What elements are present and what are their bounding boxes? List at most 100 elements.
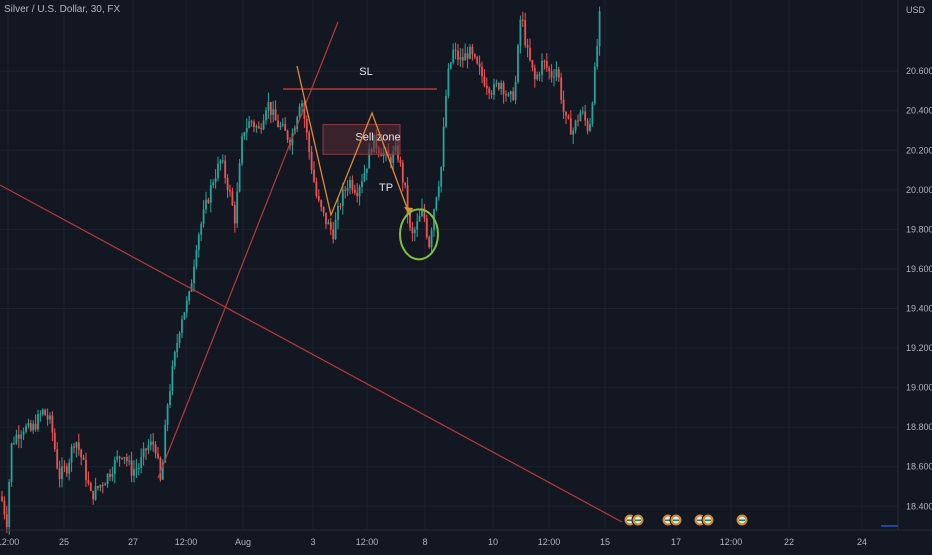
stop-loss-label: SL	[359, 66, 372, 78]
candle-body	[217, 163, 219, 179]
candle-body	[353, 189, 356, 193]
candle-body	[25, 426, 27, 432]
candle-body	[5, 514, 8, 528]
candle-body	[581, 111, 584, 113]
candle-body	[476, 57, 479, 64]
candle-body	[445, 95, 447, 127]
candle-body	[231, 191, 234, 206]
candle-body	[109, 473, 111, 477]
candle-body	[241, 136, 243, 164]
candle-body	[327, 222, 330, 225]
candle-body	[260, 128, 263, 130]
candle-body	[406, 185, 409, 214]
candle-body	[56, 449, 59, 469]
candle-body	[401, 162, 404, 183]
candle-body	[567, 115, 570, 119]
candle-body	[416, 221, 419, 230]
candle-body	[349, 179, 351, 188]
candle-body	[265, 110, 267, 121]
candle-body	[219, 160, 222, 164]
x-tick-label: 12:00	[356, 537, 379, 547]
candle-body	[51, 415, 54, 433]
candle-body	[58, 468, 61, 480]
candle-body	[123, 457, 126, 459]
candle-body	[253, 121, 255, 127]
candle-body	[17, 434, 20, 439]
candle-body	[291, 133, 294, 146]
candle-body	[61, 466, 63, 480]
candle-body	[154, 444, 157, 454]
candle-body	[413, 229, 416, 234]
event-flag-icon	[701, 513, 715, 527]
candle-body	[409, 213, 411, 228]
candle-body	[586, 120, 589, 131]
pattern-path	[296, 65, 411, 218]
candle-body	[346, 187, 349, 191]
candle-body	[337, 205, 339, 220]
x-tick-label: 12:00	[175, 537, 198, 547]
y-tick-label: 19.000	[906, 383, 932, 393]
candle-body	[166, 404, 169, 425]
event-flag-icon-stripe	[739, 519, 745, 522]
candle-body	[181, 319, 183, 333]
candle-body	[531, 60, 534, 68]
candle-body	[461, 57, 464, 61]
candle-body	[589, 124, 591, 131]
candle-body	[15, 434, 18, 444]
candle-body	[257, 126, 260, 129]
candle-body	[1, 496, 3, 501]
candle-body	[368, 149, 371, 169]
y-tick-label: 18.400	[906, 501, 932, 511]
candle-body	[490, 93, 493, 95]
candle-body	[481, 66, 483, 77]
candle-body	[97, 486, 99, 488]
candle-body	[202, 209, 205, 224]
y-tick-label: 20.000	[906, 185, 932, 195]
candle-body	[3, 500, 6, 515]
candle-body	[341, 189, 344, 207]
candle-body	[281, 124, 284, 126]
candle-body	[310, 152, 313, 170]
candle-body	[195, 250, 198, 267]
candle-body	[365, 168, 368, 173]
candle-body	[593, 66, 596, 104]
y-tick-label: 18.800	[906, 422, 932, 432]
candle-body	[39, 414, 42, 416]
x-tick-label: 15	[600, 537, 610, 547]
candle-body	[488, 88, 491, 94]
candle-body	[116, 456, 119, 460]
pattern-arrowhead	[404, 207, 413, 216]
candle-body	[418, 216, 421, 222]
x-tick-label: 24	[857, 537, 867, 547]
candle-body	[512, 91, 515, 100]
event-flag-icon-stripe	[705, 519, 711, 522]
candle-body	[574, 120, 577, 131]
take-profit-circle	[399, 208, 439, 261]
candle-body	[478, 63, 481, 67]
candle-body	[332, 229, 335, 240]
candle-body	[29, 423, 32, 431]
scroll-indicator	[881, 525, 898, 527]
candle-body	[315, 181, 318, 197]
x-tick-label: 27	[128, 537, 138, 547]
y-tick-label: 19.800	[906, 224, 932, 234]
candle-body	[325, 212, 327, 225]
candle-body	[209, 185, 212, 203]
candle-body	[94, 486, 97, 500]
candle-body	[473, 54, 476, 58]
candle-body	[298, 106, 301, 118]
candle-body	[82, 457, 85, 460]
symbol-title: Silver / U.S. Dollar, 30, FX	[4, 4, 121, 15]
candle-body	[356, 192, 359, 197]
candle-body	[521, 19, 524, 21]
candle-body	[454, 49, 457, 51]
candle-body	[497, 83, 500, 90]
descending-trendline	[0, 184, 623, 523]
candle-body	[101, 484, 104, 486]
candle-body	[135, 468, 138, 470]
candle-body	[133, 469, 135, 476]
x-tick-label: 17	[671, 537, 681, 547]
candle-body	[226, 178, 229, 190]
